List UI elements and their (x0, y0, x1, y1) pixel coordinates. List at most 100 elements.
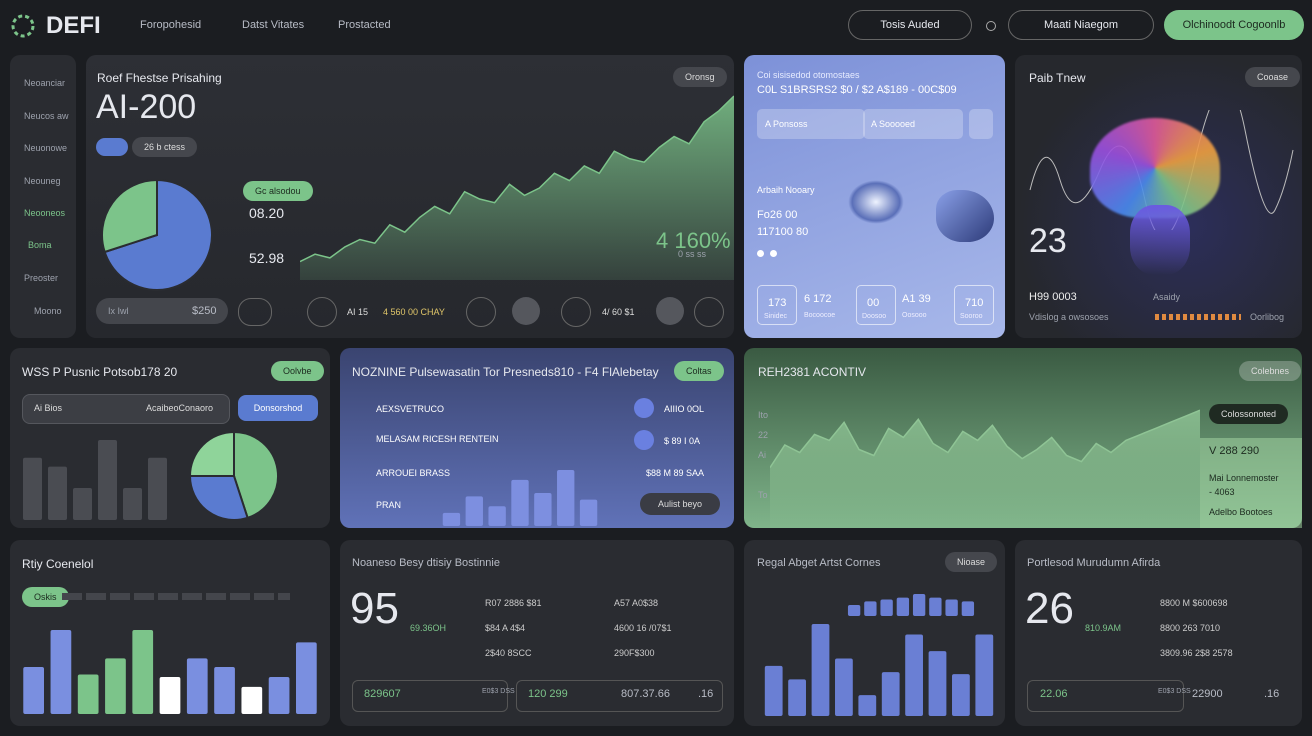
sidebar-item[interactable]: Neoanciar (24, 78, 66, 88)
bar (534, 493, 552, 526)
nav-link[interactable]: Prostacted (338, 19, 391, 31)
bar (847, 605, 861, 616)
pill[interactable]: 26 b ctess (132, 137, 198, 157)
bar (77, 674, 99, 714)
list-item: 290F$300 (614, 648, 655, 658)
button[interactable]: Aulist beyo (640, 493, 720, 515)
toggle[interactable] (96, 138, 128, 156)
icon-button[interactable] (307, 297, 337, 327)
axis-label: Ai (758, 450, 767, 460)
tag: Colossonoted (1209, 404, 1289, 424)
pie-slice (188, 475, 249, 521)
badge[interactable]: Cooase (1245, 67, 1301, 87)
badge[interactable]: Coltas (674, 361, 724, 381)
box-value: 807.37.66 (621, 688, 670, 700)
sidebar-item[interactable]: Neuonowe (24, 143, 68, 153)
panel (340, 540, 734, 726)
badge[interactable]: Oronsg (673, 67, 727, 87)
stat: 52.98 (249, 250, 285, 266)
search[interactable] (22, 394, 230, 424)
list-item: 4600 16 /07$1 (614, 623, 672, 633)
badge[interactable]: Nioase (945, 552, 998, 572)
stat-value: 6 172 (804, 293, 832, 305)
sidebar-item[interactable]: Neouneg (24, 176, 61, 186)
button[interactable]: Tosis Auded (848, 10, 972, 40)
footer-text: Oorlibog (1250, 312, 1285, 322)
brain-stem (1130, 205, 1190, 275)
sidebar-item[interactable]: Preoster (24, 273, 59, 283)
bar (928, 651, 947, 716)
nav-link[interactable]: Datst Vitates (242, 19, 305, 31)
bar (50, 630, 72, 714)
stat-label: Sooroo (960, 313, 983, 320)
bar (241, 686, 263, 714)
icon-button[interactable] (694, 297, 724, 327)
icon-button[interactable] (656, 297, 684, 325)
badge[interactable]: Oskis (22, 587, 69, 607)
stat: V 288 290 (1209, 445, 1260, 457)
button[interactable]: Maati Niaegom (1008, 10, 1154, 40)
chip[interactable]: A Ponsoss (757, 109, 865, 139)
input[interactable] (96, 298, 228, 324)
bar (488, 506, 506, 526)
bar (961, 601, 975, 616)
bar (880, 599, 893, 616)
bar (764, 665, 783, 716)
area (300, 96, 734, 280)
stat: Fo26 00 (757, 209, 798, 221)
bar (881, 672, 900, 716)
area-tail (1200, 438, 1302, 528)
bar (105, 658, 126, 714)
bar (23, 457, 42, 520)
bar (159, 676, 181, 714)
icon-button[interactable] (238, 298, 272, 326)
button[interactable]: Donsorshod (238, 395, 318, 421)
percent: 4 160% (656, 228, 731, 253)
timeline (62, 593, 290, 600)
sidebar-item[interactable]: Neucos aw (24, 111, 69, 121)
stat-box (856, 285, 896, 325)
stat-delta: - 4063 (1209, 487, 1235, 497)
badge[interactable]: Oolvbe (271, 361, 324, 381)
brain-image (1090, 118, 1220, 218)
box-label: E0$3 DSS (482, 688, 515, 695)
bar (905, 634, 923, 716)
bar (123, 488, 142, 520)
orb (848, 180, 904, 224)
bar (48, 466, 67, 520)
bar (98, 440, 117, 520)
list-item: MELASAM RICESH RENTEIN (376, 434, 499, 444)
icon-button[interactable] (512, 297, 540, 325)
chip[interactable] (969, 109, 993, 139)
area-chart (300, 95, 734, 280)
line (770, 409, 1200, 469)
area-chart (770, 409, 1200, 528)
stat-label: Bocoocoe (804, 312, 836, 319)
stat-label: Oosooo (902, 312, 927, 319)
list-value: $ 89 I 0A (664, 436, 701, 446)
sidebar-item[interactable]: Neooneos (24, 208, 66, 218)
bar (296, 642, 317, 714)
dot (757, 250, 764, 257)
list-item: ARROUEI BRASS (376, 468, 451, 478)
box-value: 22.06 (1040, 688, 1068, 700)
icon-button[interactable] (466, 297, 496, 327)
bar (579, 499, 598, 526)
sub-value: 69.36OH (410, 623, 447, 633)
sidebar-item[interactable]: Moono (34, 306, 62, 316)
bar (788, 679, 806, 716)
stat-box (757, 285, 797, 325)
nav-link[interactable]: Foropohesid (140, 19, 202, 31)
stat-value: 710 (965, 297, 984, 309)
box (516, 680, 723, 712)
sidebar-item[interactable]: Boma (28, 240, 52, 250)
panel-kicker: Coi sisisedod otomostaes (757, 70, 860, 80)
input-value: $250 (192, 305, 217, 317)
button[interactable]: Olchinoodt Cogoonlb (1164, 10, 1304, 40)
box-value: 120 299 (528, 688, 568, 700)
badge[interactable]: Colebnes (1239, 361, 1302, 381)
crystal (936, 190, 994, 242)
chip[interactable]: A Sooooed (863, 109, 963, 139)
icon-button[interactable] (561, 297, 591, 327)
big-value: AI-200 (96, 88, 197, 126)
